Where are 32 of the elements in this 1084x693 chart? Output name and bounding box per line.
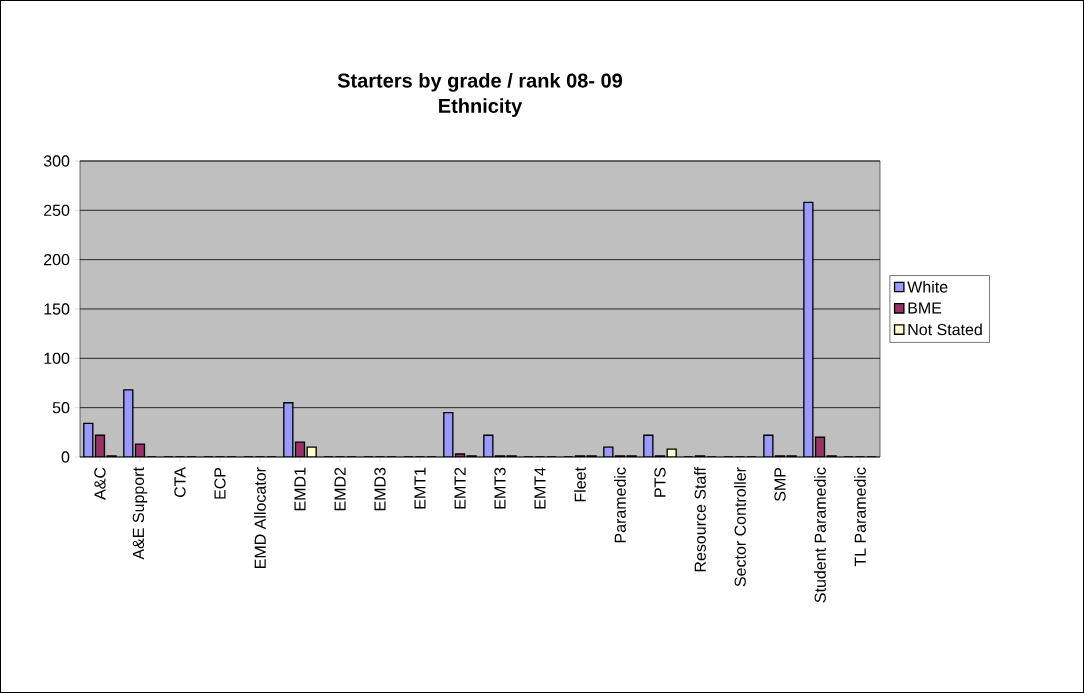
y-tick-label: 50 [52,402,70,414]
y-tick-label: 200 [44,254,70,266]
x-tick-label: A&C [94,467,106,500]
x-tick-label: CTA [174,467,186,498]
y-tick-label: 300 [43,155,70,167]
x-tick-label: EMD1 [294,467,306,511]
x-tick-label: TL Paramedic [854,467,866,567]
x-tick-label: EMD Allocator [254,467,266,568]
x-tick-label: Fleet [574,467,586,502]
x-tick-label: EMT2 [454,467,466,509]
legend-label: White [907,280,948,293]
chart-title: Starters by grade / rank 08- 09 [337,72,623,92]
x-tick-label: Paramedic [614,467,626,543]
y-tick-label: 0 [61,451,70,463]
x-tick-label: Sector Controller [734,467,746,587]
x-tick-label: EMT4 [534,467,546,509]
x-tick-label: EMT3 [494,467,506,509]
x-tick-label: EMT1 [414,467,426,509]
x-tick-label: EMD3 [374,467,386,511]
y-tick-label: 250 [44,204,70,216]
x-tick-label: ECP [214,467,226,499]
x-tick-label: Resource Staff [694,467,706,572]
legend-label: BME [908,302,942,314]
chart-subtitle: Ethnicity [439,98,523,117]
legend-label: Not Stated [908,323,982,336]
x-tick-label: PTS [654,467,666,497]
x-tick-label: SMP [774,467,786,501]
y-tick-label: 100 [44,352,70,364]
x-tick-label: EMD2 [334,467,346,511]
x-tick-label: Student Paramedic [814,467,826,603]
x-tick-label: A&E Support [132,467,148,560]
y-tick-label: 150 [44,303,70,315]
